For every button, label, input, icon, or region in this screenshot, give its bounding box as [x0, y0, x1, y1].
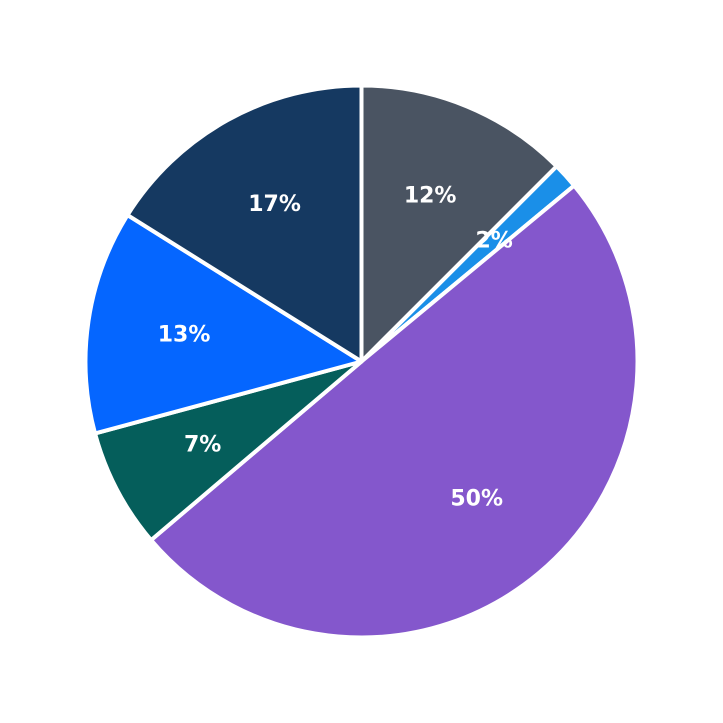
pie-slice-label-5: 17% — [248, 192, 301, 217]
pie-slice-5 — [125, 83, 364, 364]
pie-slice-0 — [359, 83, 559, 364]
pie-slice-label-1: 2% — [476, 228, 513, 253]
pie-slice-label-3: 7% — [184, 432, 221, 457]
pie-slice-label-4: 13% — [158, 323, 211, 348]
pie-slice-4 — [83, 213, 364, 436]
pie-slices — [83, 83, 640, 640]
pie-slice-label-0: 12% — [404, 183, 457, 208]
pie-labels: 12% 2% 50% 7% 13% 17% — [158, 183, 513, 511]
pie-slice-3 — [93, 359, 364, 543]
pie-slice-2 — [149, 183, 640, 640]
pie-slice-label-2: 50% — [450, 487, 503, 512]
